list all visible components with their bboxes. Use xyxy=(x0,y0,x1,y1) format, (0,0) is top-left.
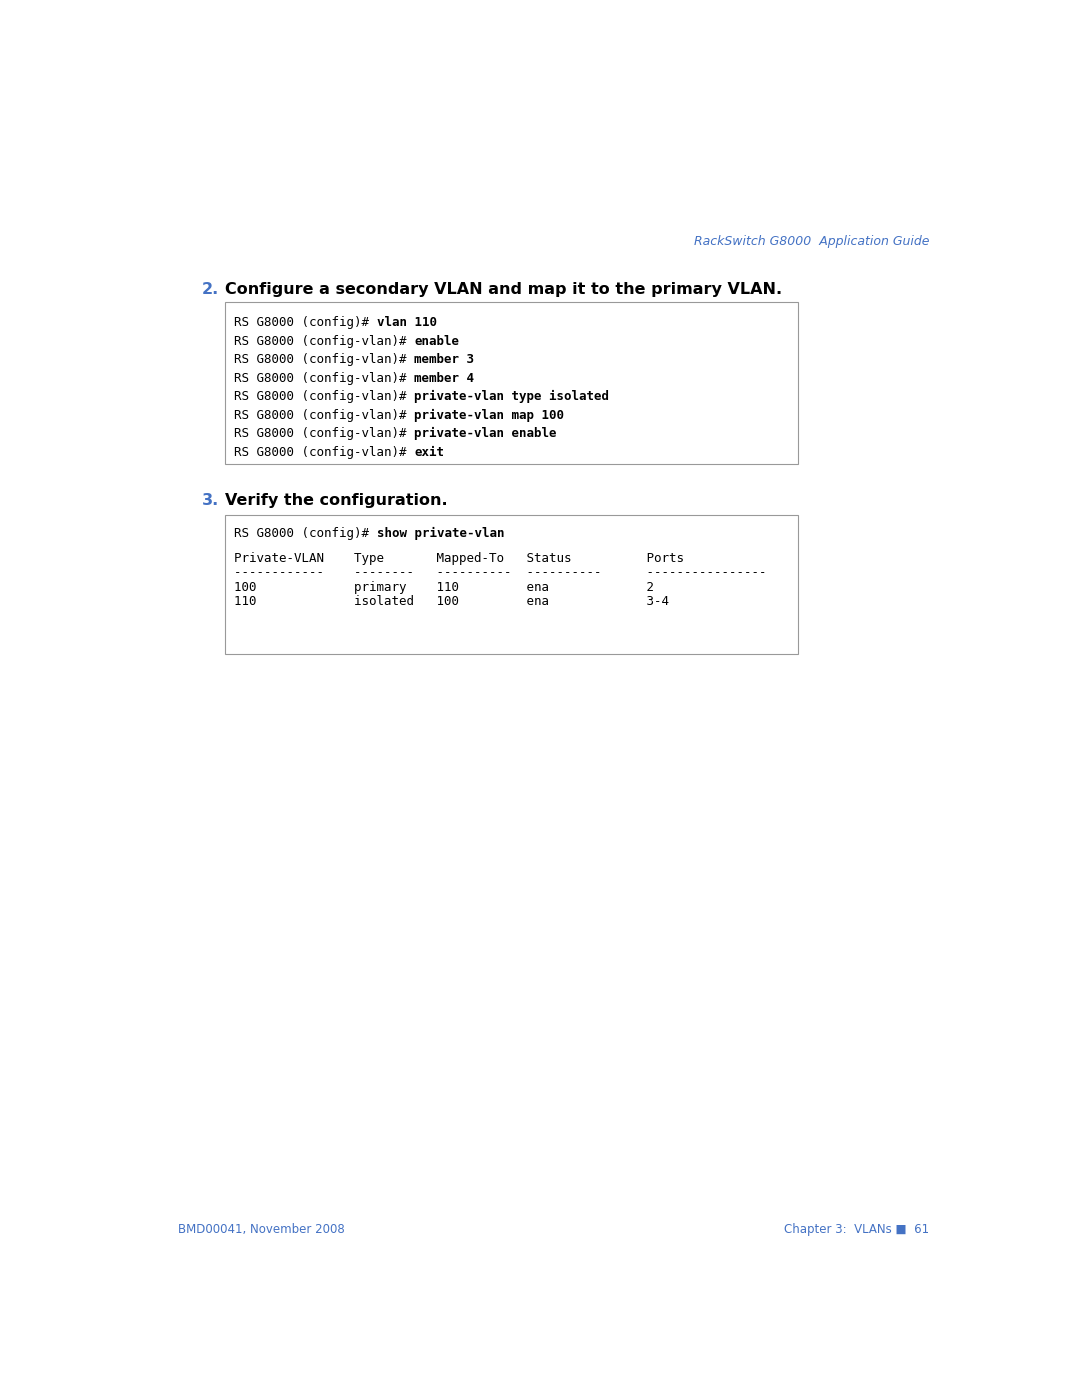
Text: RS G8000 (config)#: RS G8000 (config)# xyxy=(234,527,377,541)
Text: RS G8000 (config-vlan)#: RS G8000 (config-vlan)# xyxy=(234,446,415,458)
Text: private-vlan enable: private-vlan enable xyxy=(415,427,556,440)
Text: Private-VLAN    Type       Mapped-To   Status          Ports: Private-VLAN Type Mapped-To Status Ports xyxy=(234,552,685,564)
Text: RS G8000 (config-vlan)#: RS G8000 (config-vlan)# xyxy=(234,409,415,422)
Text: show private-vlan: show private-vlan xyxy=(377,527,504,541)
Text: RS G8000 (config-vlan)#: RS G8000 (config-vlan)# xyxy=(234,390,415,404)
Text: 100             primary    110         ena             2: 100 primary 110 ena 2 xyxy=(234,581,654,594)
Text: BMD00041, November 2008: BMD00041, November 2008 xyxy=(177,1222,345,1235)
Text: Chapter 3:  VLANs ■  61: Chapter 3: VLANs ■ 61 xyxy=(784,1222,930,1235)
Text: RS G8000 (config-vlan)#: RS G8000 (config-vlan)# xyxy=(234,427,415,440)
Text: member 4: member 4 xyxy=(415,372,474,384)
Text: RS G8000 (config-vlan)#: RS G8000 (config-vlan)# xyxy=(234,335,415,348)
Text: vlan 110: vlan 110 xyxy=(377,316,436,330)
Text: private-vlan type isolated: private-vlan type isolated xyxy=(415,390,609,404)
Text: 3.: 3. xyxy=(202,493,218,509)
Text: RackSwitch G8000  Application Guide: RackSwitch G8000 Application Guide xyxy=(693,236,930,249)
Bar xyxy=(225,515,798,654)
Text: ------------    --------   ----------  ----------      ----------------: ------------ -------- ---------- -------… xyxy=(234,566,767,578)
Text: Verify the configuration.: Verify the configuration. xyxy=(225,493,447,509)
Text: 110             isolated   100         ena             3-4: 110 isolated 100 ena 3-4 xyxy=(234,595,670,608)
Text: RS G8000 (config-vlan)#: RS G8000 (config-vlan)# xyxy=(234,372,415,384)
Text: exit: exit xyxy=(415,446,444,458)
Text: 2.: 2. xyxy=(202,282,218,296)
Text: Configure a secondary VLAN and map it to the primary VLAN.: Configure a secondary VLAN and map it to… xyxy=(225,282,782,296)
Text: private-vlan map 100: private-vlan map 100 xyxy=(415,409,564,422)
Text: RS G8000 (config)#: RS G8000 (config)# xyxy=(234,316,377,330)
Text: RS G8000 (config-vlan)#: RS G8000 (config-vlan)# xyxy=(234,353,415,366)
Bar xyxy=(225,302,798,464)
Text: member 3: member 3 xyxy=(415,353,474,366)
Text: enable: enable xyxy=(415,335,459,348)
